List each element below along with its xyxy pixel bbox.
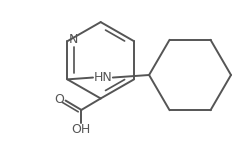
Text: O: O bbox=[54, 93, 64, 106]
Text: OH: OH bbox=[72, 123, 91, 136]
Text: N: N bbox=[68, 33, 78, 46]
Text: HN: HN bbox=[93, 71, 112, 84]
